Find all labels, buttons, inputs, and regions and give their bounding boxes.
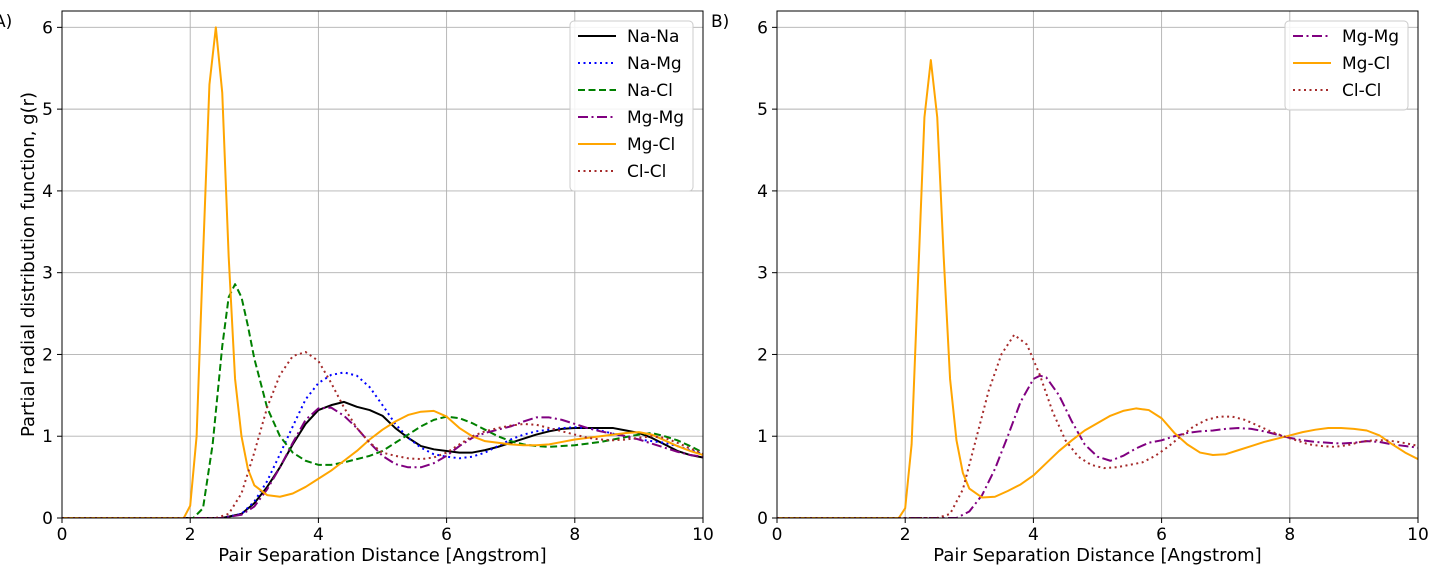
plot-frame <box>61 10 704 519</box>
y-tick-label: 4 <box>757 182 768 202</box>
series-line-mg-mg <box>777 374 1418 518</box>
x-axis-label: Pair Separation Distance [Angstrom] <box>218 545 546 566</box>
y-tick-label: 0 <box>42 509 53 529</box>
y-tick-label: 3 <box>42 264 53 284</box>
y-tick-label: 0 <box>757 509 768 529</box>
x-tick-label: 2 <box>900 525 911 545</box>
y-tick-label: 4 <box>42 182 53 202</box>
x-tick-label: 0 <box>57 525 68 545</box>
x-tick-label: 10 <box>692 525 714 545</box>
series-line-na-mg <box>62 371 703 518</box>
legend-label: Na-Mg <box>627 54 682 74</box>
panel-label: A) <box>0 12 12 32</box>
y-tick-label: 1 <box>757 427 768 447</box>
x-tick-label: 2 <box>185 525 196 545</box>
y-tick-label: 2 <box>757 345 768 365</box>
y-tick-label: 6 <box>757 18 768 38</box>
x-tick-label: 4 <box>1028 525 1039 545</box>
legend-label: Na-Na <box>627 27 679 47</box>
legend-label: Cl-Cl <box>627 162 666 182</box>
x-tick-label: 8 <box>569 525 580 545</box>
legend-label: Mg-Mg <box>1342 27 1399 47</box>
y-tick-label: 1 <box>42 427 53 447</box>
x-tick-label: 4 <box>313 525 324 545</box>
series-line-na-cl <box>62 283 703 518</box>
legend-label: Mg-Cl <box>1342 54 1390 74</box>
legend-label: Mg-Mg <box>627 108 684 128</box>
series-line-mg-cl <box>62 26 703 518</box>
panel-label: B) <box>711 12 729 32</box>
legend-box <box>1284 20 1409 111</box>
x-tick-label: 6 <box>1156 525 1167 545</box>
x-tick-label: 10 <box>1407 525 1429 545</box>
plot-frame <box>776 10 1419 519</box>
legend-label: Mg-Cl <box>627 135 675 155</box>
y-tick-label: 3 <box>757 264 768 284</box>
y-tick-label: 5 <box>757 100 768 120</box>
legend: Na-Na Na-Mg Na-Cl Mg-Mg Mg-Cl Cl-Cl <box>569 20 694 192</box>
series-line-cl-cl <box>777 333 1418 518</box>
y-tick-label: 6 <box>42 18 53 38</box>
y-tick-label: 5 <box>42 100 53 120</box>
x-tick-label: 0 <box>772 525 783 545</box>
legend: Mg-Mg Mg-Cl Cl-Cl <box>1284 20 1409 111</box>
y-tick-label: 2 <box>42 345 53 365</box>
x-tick-label: 6 <box>441 525 452 545</box>
series-line-mg-cl <box>777 59 1418 518</box>
x-tick-label: 8 <box>1284 525 1295 545</box>
x-axis-label: Pair Separation Distance [Angstrom] <box>933 545 1261 566</box>
series-line-na-na <box>62 400 703 518</box>
legend-label: Na-Cl <box>627 81 673 101</box>
legend-label: Cl-Cl <box>1342 81 1381 101</box>
series-line-mg-mg <box>62 406 703 518</box>
y-axis-label: Partial radial distribution function, g(… <box>18 92 39 437</box>
